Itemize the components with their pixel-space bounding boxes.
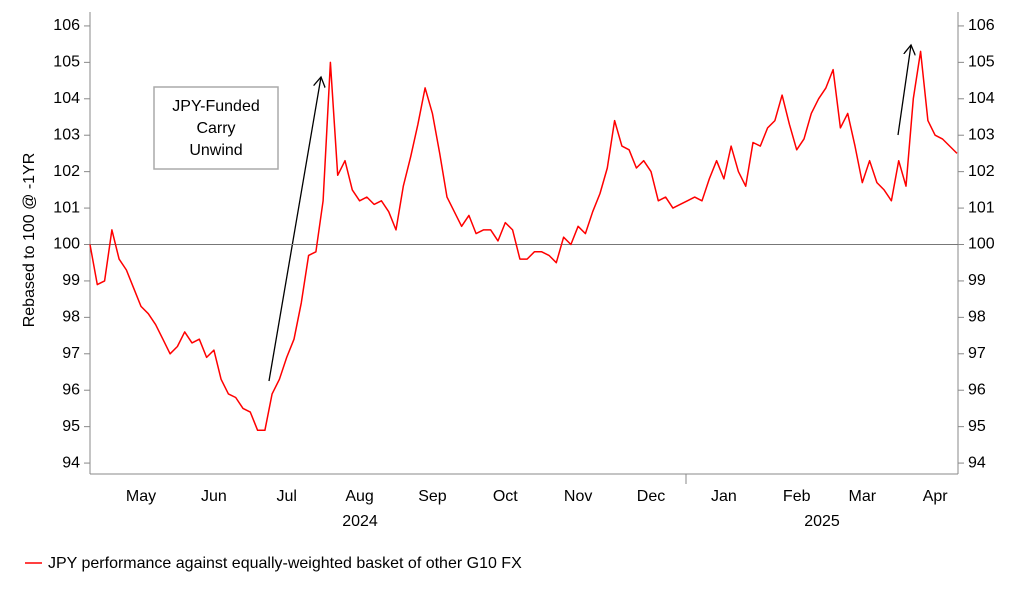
annotation-text: JPY-Funded (172, 98, 259, 115)
x-tick-label: Dec (637, 488, 665, 505)
x-tick-label: May (126, 488, 156, 505)
y-tick-label: 104 (53, 90, 80, 107)
y-tick-label: 105 (53, 54, 80, 71)
annotation-box (153, 86, 279, 170)
y2-tick-label: 100 (968, 236, 995, 253)
y2-tick-label: 106 (968, 17, 995, 34)
legend-label: JPY performance against equally-weighted… (48, 555, 522, 572)
x-tick-label: Mar (849, 488, 877, 505)
arrow (897, 45, 911, 136)
y2-tick-label: 104 (968, 90, 995, 107)
x-tick-label: Aug (345, 488, 373, 505)
x-tick-label: Jun (201, 488, 227, 505)
y2-tick-label: 99 (968, 272, 986, 289)
y2-tick-label: 98 (968, 309, 986, 326)
y-tick-label: 102 (53, 163, 80, 180)
y-tick-label: 95 (62, 418, 80, 435)
y-tick-label: 100 (53, 236, 80, 253)
x-tick-label: Jul (276, 488, 296, 505)
y2-tick-label: 105 (968, 54, 995, 71)
x-tick-label: Feb (783, 488, 811, 505)
y-axis-label: Rebased to 100 @ -1YR (21, 153, 38, 328)
x-tick-label: Nov (564, 488, 592, 505)
x-tick-label: Jan (711, 488, 737, 505)
annotation-text: Unwind (189, 142, 242, 159)
y2-tick-label: 94 (968, 454, 986, 471)
y-tick-label: 101 (53, 199, 80, 216)
y2-tick-label: 101 (968, 199, 995, 216)
y-tick-label: 99 (62, 272, 80, 289)
x-tick-label: Apr (923, 488, 949, 505)
y-tick-label: 98 (62, 309, 80, 326)
x-tick-label: Sep (418, 488, 447, 505)
y-tick-label: 96 (62, 381, 80, 398)
annotation-text: Carry (196, 120, 235, 137)
y2-tick-label: 103 (968, 126, 995, 143)
series-line (89, 50, 958, 432)
year-label: 2024 (342, 513, 378, 530)
y2-tick-label: 96 (968, 381, 986, 398)
y2-tick-label: 97 (968, 345, 986, 362)
year-label: 2025 (804, 513, 840, 530)
y-tick-label: 103 (53, 126, 80, 143)
x-tick-label: Oct (493, 488, 518, 505)
arrow (268, 77, 321, 382)
y2-tick-label: 95 (968, 418, 986, 435)
y2-tick-label: 102 (968, 163, 995, 180)
y-tick-label: 94 (62, 454, 80, 471)
y-tick-label: 106 (53, 17, 80, 34)
y-tick-label: 97 (62, 345, 80, 362)
